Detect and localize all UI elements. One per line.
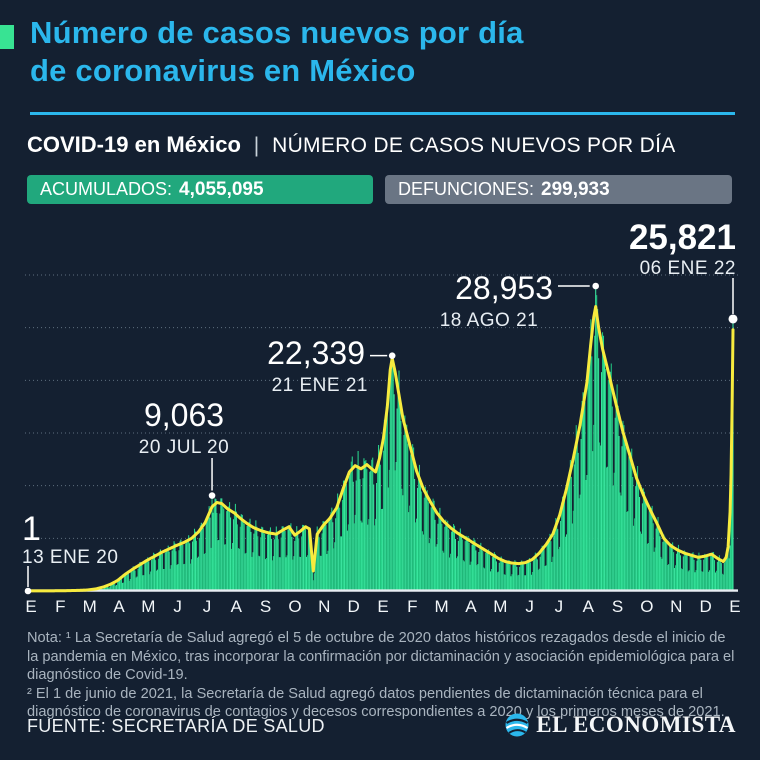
annotation-first-case: 1 13 ENE 20 — [22, 510, 118, 568]
annotation-ene-2022-value: 25,821 — [629, 218, 736, 257]
month-label: A — [231, 597, 243, 616]
month-label: O — [640, 597, 653, 616]
accent-square — [0, 25, 14, 49]
deaths-badge: DEFUNCIONES: 299,933 — [385, 175, 732, 204]
annotation-jul-2020-date: 20 JUL 20 — [139, 437, 229, 458]
month-label: N — [318, 597, 330, 616]
month-label: F — [55, 597, 65, 616]
accumulated-value: 4,055,095 — [179, 178, 264, 200]
month-label: M — [493, 597, 507, 616]
page-title-line2: de coronavirus en México — [30, 53, 416, 88]
annotation-ene-2021-value: 22,339 — [267, 335, 365, 371]
month-label: E — [729, 597, 740, 616]
annotation-ene-2022-date: 06 ENE 22 — [640, 258, 736, 279]
month-label: J — [555, 597, 564, 616]
month-label: S — [612, 597, 623, 616]
source-credit: FUENTE: SECRETARÍA DE SALUD — [27, 716, 325, 736]
el-economista-wordmark: EL ECONOMISTA — [536, 712, 736, 737]
month-label: M — [83, 597, 97, 616]
month-label: M — [141, 597, 155, 616]
month-label: A — [113, 597, 125, 616]
month-label: A — [583, 597, 595, 616]
annotation-ene-2021-date: 21 ENE 21 — [272, 375, 368, 396]
annotation-first-case-date: 13 ENE 20 — [22, 547, 118, 568]
month-label: O — [288, 597, 301, 616]
annotation-connectors — [24, 278, 738, 595]
month-label: E — [377, 597, 388, 616]
annotation-jul-2020-peak: 9,063 20 JUL 20 — [139, 397, 229, 458]
annotation-ago-2021-date: 18 AGO 21 — [440, 310, 539, 331]
el-economista-logo-icon — [504, 712, 530, 738]
annotation-ene-2021-peak: 22,339 21 ENE 21 — [267, 335, 368, 396]
month-label: J — [203, 597, 212, 616]
annotation-jul-2020-value: 9,063 — [144, 397, 224, 433]
subtitle-separator: | — [253, 134, 260, 157]
subtitle-rest: NÚMERO DE CASOS NUEVOS POR DÍA — [272, 134, 676, 157]
average-trend-line — [26, 305, 735, 593]
annotation-ene-2022-latest: 25,821 06 ENE 22 — [629, 218, 736, 279]
footnotes: Nota: ¹ La Secretaría de Salud agregó el… — [27, 629, 735, 722]
annotation-ago-2021-value: 28,953 — [455, 270, 553, 306]
annotation-ago-2021-peak: 28,953 18 AGO 21 — [440, 270, 553, 331]
footnote-2: ² El 1 de junio de 2021, la Secretaría d… — [27, 685, 725, 721]
deaths-label: DEFUNCIONES: — [398, 179, 535, 199]
footnote-1: Nota: ¹ La Secretaría de Salud agregó el… — [27, 630, 735, 683]
month-label: D — [699, 597, 711, 616]
page-title-line1: Número de casos nuevos por día — [30, 15, 524, 50]
annotation-first-case-value: 1 — [22, 510, 41, 548]
month-label: D — [347, 597, 359, 616]
month-label: F — [407, 597, 417, 616]
chart-subtitle: COVID-19 en México | NÚMERO DE CASOS NUE… — [27, 132, 676, 158]
accumulated-cases-badge: ACUMULADOS: 4,055,095 — [27, 175, 373, 204]
month-label: J — [173, 597, 182, 616]
month-label: J — [525, 597, 534, 616]
deaths-value: 299,933 — [541, 178, 610, 200]
page-title: Número de casos nuevos por día de corona… — [30, 14, 524, 90]
month-label: S — [260, 597, 271, 616]
month-label: M — [435, 597, 449, 616]
el-economista-logo: EL ECONOMISTA — [504, 712, 736, 738]
month-label: E — [25, 597, 36, 616]
subtitle-bold: COVID-19 en México — [27, 132, 241, 157]
accumulated-label: ACUMULADOS: — [40, 179, 173, 199]
month-label: N — [670, 597, 682, 616]
title-divider — [30, 112, 735, 115]
month-label: A — [465, 597, 477, 616]
